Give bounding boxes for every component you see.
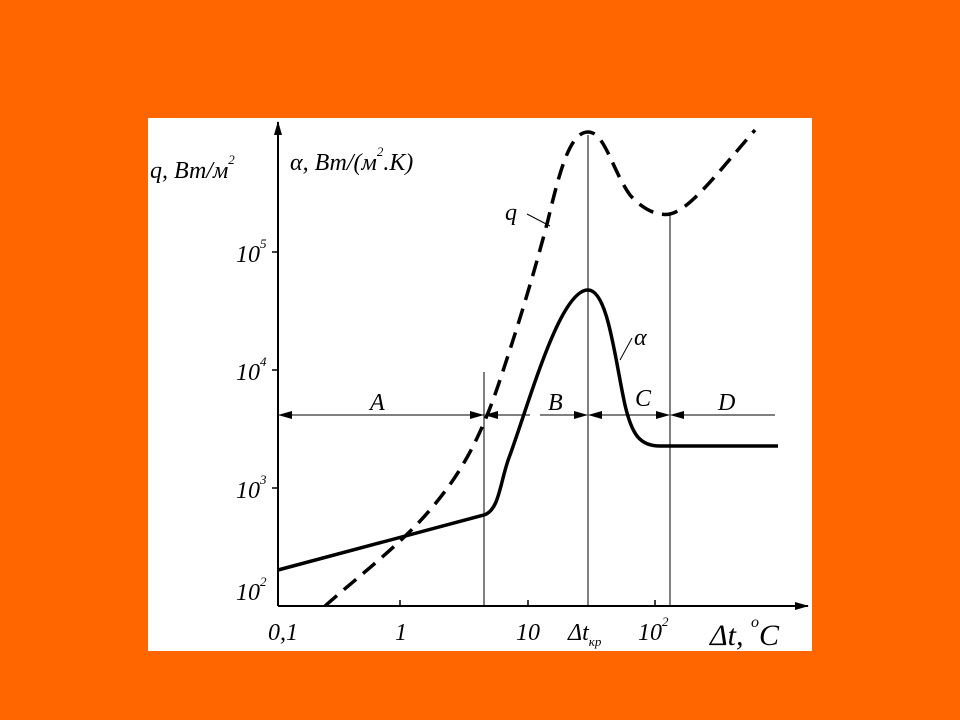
- y-tick-label: 103: [236, 472, 267, 504]
- panel: [148, 118, 812, 651]
- x-tick-label: 10: [516, 620, 540, 646]
- tick-base: 10: [236, 360, 260, 386]
- y-tick-label: 102: [236, 574, 267, 606]
- q-axis-label: q, Вт/м2: [150, 152, 235, 184]
- alpha-curve-label: α: [634, 325, 647, 351]
- x-label-sup: o: [751, 614, 759, 631]
- alpha-label-tail: .К): [383, 150, 413, 176]
- tick-exp: 4: [260, 354, 267, 369]
- q-curve-label: q: [505, 200, 517, 226]
- tick-base: 10: [236, 478, 260, 504]
- region-label: D: [717, 390, 735, 416]
- q-label-sup: 2: [228, 152, 235, 167]
- critical-main: Δt: [567, 620, 590, 646]
- x-axis-label: Δt, oC: [709, 614, 780, 652]
- alpha-curve: [277, 288, 778, 572]
- x-critical-label: Δtкр: [567, 620, 602, 649]
- y-tick-label: 104: [236, 354, 267, 386]
- tick-exp: 3: [259, 472, 267, 487]
- tick-base: 10: [236, 242, 260, 268]
- x-tick-label: 1: [395, 620, 407, 646]
- q-curve: [323, 128, 757, 608]
- alpha-label-sup: 2: [377, 144, 384, 159]
- tick-exp: 2: [260, 574, 267, 589]
- x-tick-label: 102: [638, 614, 669, 646]
- ticks: [272, 251, 656, 606]
- region-label: A: [368, 390, 385, 416]
- critical-sub: кр: [589, 634, 602, 649]
- x-label-tail: C: [759, 619, 780, 652]
- tick-exp: 2: [662, 614, 669, 629]
- tick-exp: 5: [260, 236, 267, 251]
- alpha-leader: [619, 337, 633, 361]
- tick-base: 10: [638, 620, 662, 646]
- region-label: B: [548, 390, 563, 416]
- y-tick-label: 105: [236, 236, 267, 268]
- x-tick-label: 0,1: [268, 620, 298, 646]
- x-label-main: Δt,: [709, 619, 751, 652]
- alpha-axis-label: α, Вт/(м2.К): [290, 144, 413, 176]
- q-leader: [526, 213, 551, 227]
- region-label: C: [635, 386, 652, 412]
- q-label: q, Вт/м: [150, 158, 228, 184]
- alpha-label: α, Вт/(м: [290, 150, 377, 176]
- tick-base: 10: [236, 580, 260, 606]
